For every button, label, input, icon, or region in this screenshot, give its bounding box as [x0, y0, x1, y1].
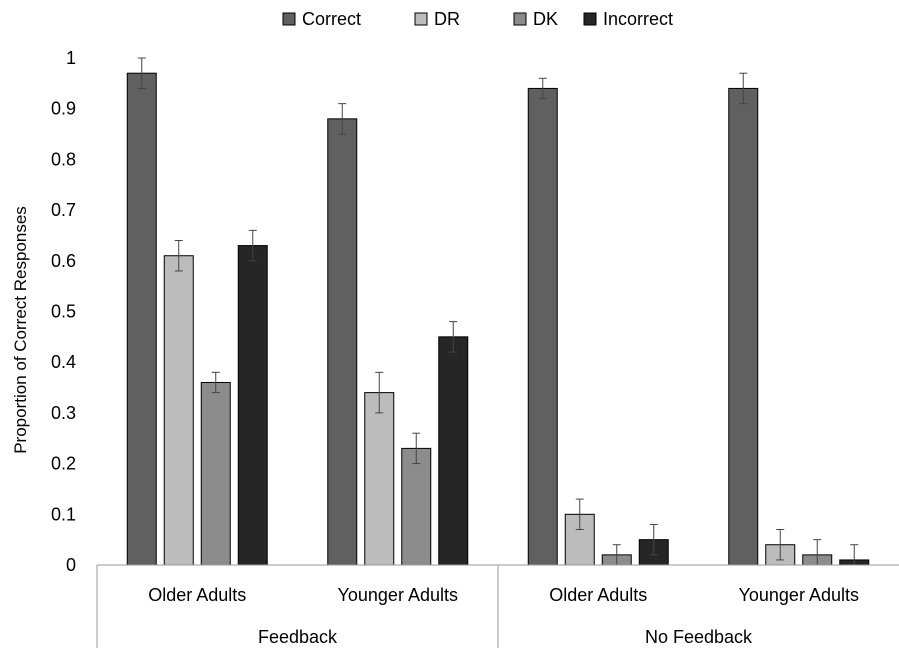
y-tick-label: 1	[66, 48, 76, 68]
bar	[527, 87, 558, 566]
bar	[728, 87, 759, 566]
bars	[126, 57, 870, 566]
x-axis: Older Adults Younger Adults Older Adults Yo…	[96, 564, 899, 648]
group-label: No Feedback	[645, 627, 753, 647]
y-tick-label: 0.1	[51, 504, 76, 524]
y-axis-label: Proportion of Correct Responses	[11, 206, 30, 454]
bar	[237, 245, 268, 566]
legend-swatch	[513, 12, 527, 26]
legend-label: Correct	[302, 9, 361, 29]
y-tick-label: 0.5	[51, 302, 76, 322]
y-tick-label: 0.8	[51, 149, 76, 169]
legend-swatch	[282, 12, 296, 26]
legend: Correct DR DK Incorrect	[282, 9, 673, 29]
bar	[126, 72, 157, 566]
x-tick-label: Older Adults	[148, 585, 246, 605]
y-tick-label: 0.2	[51, 454, 76, 474]
legend-label: DK	[533, 9, 558, 29]
legend-swatch	[583, 12, 597, 26]
y-tick-label: 0.7	[51, 200, 76, 220]
bar	[364, 392, 395, 566]
y-tick-label: 0.4	[51, 352, 76, 372]
y-axis: 0 0.1 0.2 0.3 0.4 0.5 0.6 0.7 0.8 0.9 1	[51, 48, 76, 575]
x-tick-label: Older Adults	[549, 585, 647, 605]
y-tick-label: 0.9	[51, 99, 76, 119]
legend-label: Incorrect	[603, 9, 673, 29]
y-tick-label: 0	[66, 555, 76, 575]
legend-swatch	[414, 12, 428, 26]
bar	[401, 447, 432, 566]
legend-label: DR	[434, 9, 460, 29]
bar	[200, 381, 231, 566]
x-tick-label: Younger Adults	[338, 585, 458, 605]
bar	[163, 255, 194, 566]
bar	[327, 118, 358, 566]
group-label: Feedback	[258, 627, 338, 647]
x-tick-label: Younger Adults	[739, 585, 859, 605]
y-tick-label: 0.6	[51, 251, 76, 271]
y-tick-label: 0.3	[51, 403, 76, 423]
bar	[438, 336, 469, 566]
